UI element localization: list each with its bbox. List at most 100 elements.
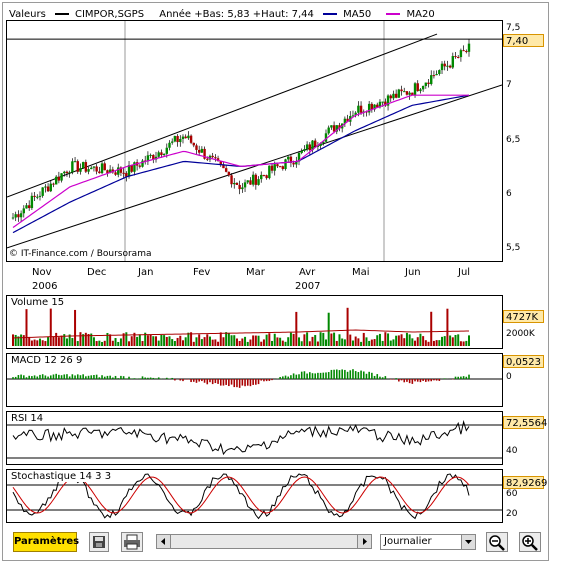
macd-bar bbox=[233, 379, 236, 388]
candle-body bbox=[265, 175, 268, 179]
macd-bar bbox=[68, 376, 71, 379]
parametres-button[interactable]: Paramètres bbox=[13, 532, 79, 552]
month-label: Mar bbox=[246, 267, 265, 278]
candle-body bbox=[438, 70, 441, 74]
candle-body bbox=[203, 148, 206, 159]
volume-bar bbox=[419, 333, 422, 346]
volume-bar bbox=[378, 333, 381, 346]
macd-bar bbox=[290, 375, 292, 379]
zoom-out-button[interactable] bbox=[486, 532, 508, 552]
volume-bar bbox=[422, 336, 425, 346]
candle-body bbox=[189, 135, 193, 143]
macd-bar bbox=[76, 374, 79, 379]
volume-bar bbox=[136, 336, 139, 346]
candle-body bbox=[316, 145, 320, 147]
volume-bar bbox=[146, 335, 149, 346]
candle-body bbox=[30, 195, 34, 209]
volume-bar bbox=[424, 340, 427, 346]
candle-body bbox=[235, 182, 239, 185]
scroll-left-icon bbox=[161, 538, 165, 545]
candle-body bbox=[457, 57, 460, 59]
volume-bar bbox=[408, 334, 411, 346]
volume-bar bbox=[273, 333, 276, 346]
candle-body bbox=[249, 180, 252, 185]
volume-bar bbox=[190, 332, 193, 346]
candle-body bbox=[432, 75, 436, 77]
macd-bar bbox=[282, 376, 284, 379]
volume-bar bbox=[14, 334, 17, 346]
macd-bar bbox=[284, 375, 287, 379]
volume-bar bbox=[324, 339, 327, 346]
price-tick: 5,5 bbox=[506, 243, 521, 253]
candle-body bbox=[114, 172, 117, 175]
candle-body bbox=[295, 161, 298, 165]
candle-body bbox=[60, 173, 63, 181]
save-button[interactable] bbox=[89, 532, 109, 552]
volume-bar bbox=[287, 337, 290, 346]
zoom-in-icon bbox=[522, 535, 538, 551]
macd-bar bbox=[87, 375, 90, 379]
scroll-right-button[interactable] bbox=[357, 535, 371, 548]
macd-bar bbox=[82, 374, 84, 379]
period-select[interactable]: Journalier bbox=[380, 534, 476, 550]
volume-bar bbox=[101, 341, 104, 346]
volume-bar bbox=[438, 340, 441, 346]
volume-bar bbox=[206, 334, 209, 346]
scroll-left-button[interactable] bbox=[157, 535, 171, 548]
macd-bar bbox=[319, 372, 322, 379]
candle-body bbox=[98, 171, 101, 174]
candle-body bbox=[446, 65, 449, 67]
legend-ma20: MA20 bbox=[386, 9, 440, 20]
volume-bar bbox=[106, 332, 109, 346]
horizontal-scrollbar[interactable] bbox=[156, 534, 372, 549]
candle-body bbox=[419, 89, 422, 92]
volume-bar bbox=[357, 338, 360, 346]
macd-bar bbox=[228, 379, 230, 387]
volume-bar bbox=[141, 341, 144, 346]
volume-bar bbox=[233, 335, 236, 346]
rsi-chart bbox=[7, 419, 502, 459]
volume-bar bbox=[432, 340, 435, 346]
stoch-d-line bbox=[12, 476, 470, 514]
macd-bar bbox=[174, 379, 176, 381]
volume-bar bbox=[87, 334, 90, 346]
dropdown-button[interactable] bbox=[461, 535, 475, 549]
volume-bar bbox=[397, 335, 400, 346]
macd-bar bbox=[354, 371, 357, 379]
candle-body bbox=[289, 156, 293, 163]
volume-bar bbox=[198, 334, 201, 346]
volume-bar bbox=[128, 341, 131, 346]
macd-bar bbox=[17, 375, 20, 379]
volume-bar bbox=[12, 334, 14, 346]
volume-bar bbox=[381, 340, 384, 346]
candle-body bbox=[386, 95, 390, 106]
macd-bar bbox=[147, 377, 149, 379]
stoch-chart bbox=[7, 473, 502, 520]
macd-bar bbox=[392, 379, 395, 380]
volume-bar bbox=[392, 339, 395, 346]
volume-bar bbox=[279, 337, 282, 346]
candle-body bbox=[281, 166, 285, 169]
volume-bar bbox=[343, 339, 346, 346]
volume-bar bbox=[60, 335, 63, 346]
volume-bar bbox=[249, 339, 252, 346]
macd-bar bbox=[311, 373, 314, 379]
macd-bar bbox=[333, 369, 335, 379]
candle-body bbox=[305, 144, 309, 150]
volume-bar bbox=[271, 340, 274, 346]
save-icon bbox=[93, 536, 105, 548]
candle-body bbox=[127, 165, 131, 177]
candle-body bbox=[106, 170, 109, 174]
volume-bar bbox=[17, 336, 20, 346]
volume-bar bbox=[349, 334, 352, 346]
macd-bar bbox=[55, 373, 57, 379]
zoom-in-button[interactable] bbox=[519, 532, 541, 552]
candle-body bbox=[192, 142, 195, 146]
volume-bar bbox=[171, 339, 174, 346]
candle-body bbox=[230, 175, 233, 185]
print-button[interactable] bbox=[121, 532, 143, 552]
volume-bar bbox=[149, 334, 152, 346]
macd-bar bbox=[141, 376, 144, 379]
macd-bar bbox=[93, 375, 95, 379]
candle-body bbox=[370, 103, 374, 110]
